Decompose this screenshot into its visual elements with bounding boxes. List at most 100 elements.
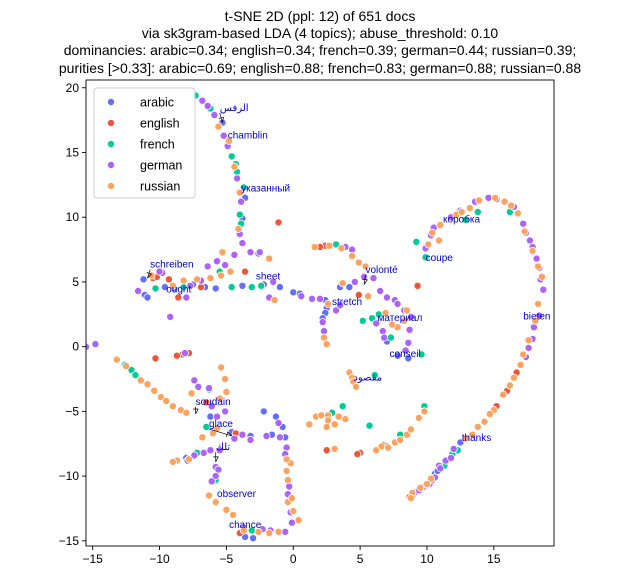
point-russian-9 bbox=[192, 275, 201, 284]
point-russian-57 bbox=[211, 497, 220, 506]
point-german-0 bbox=[198, 96, 207, 105]
annotation-arrowhead-17 bbox=[213, 456, 219, 463]
annotation-label: коробка bbox=[443, 213, 480, 225]
point-french-33 bbox=[417, 350, 426, 359]
point-french-24 bbox=[365, 421, 374, 430]
point-german-106 bbox=[529, 323, 538, 332]
title-line-3: dominancies: arabic=0.34; english=0.34; … bbox=[64, 42, 577, 58]
point-russian-89 bbox=[414, 413, 423, 422]
point-russian-32 bbox=[388, 320, 397, 329]
point-russian-118 bbox=[473, 422, 482, 431]
point-german-54 bbox=[207, 402, 216, 411]
point-german-79 bbox=[449, 444, 458, 453]
point-russian-40 bbox=[156, 393, 165, 402]
point-russian-107 bbox=[534, 299, 543, 308]
point-russian-104 bbox=[528, 246, 537, 255]
point-german-33 bbox=[369, 274, 378, 283]
point-arabic-18 bbox=[345, 283, 354, 292]
point-russian-53 bbox=[184, 455, 193, 464]
annotation-label: مقصود bbox=[353, 372, 382, 383]
point-russian-33 bbox=[381, 308, 390, 317]
y-tick-label: −5 bbox=[65, 404, 79, 418]
point-russian-123 bbox=[416, 483, 425, 492]
point-english-26 bbox=[413, 281, 422, 290]
point-german-5 bbox=[233, 174, 242, 183]
point-english-3 bbox=[174, 293, 183, 302]
annotation-arrowhead-0 bbox=[218, 116, 224, 123]
point-russian-88 bbox=[406, 425, 415, 434]
point-german-12 bbox=[221, 261, 230, 270]
point-russian-39 bbox=[150, 386, 159, 395]
point-german-46 bbox=[378, 327, 387, 336]
x-tick-label: −15 bbox=[83, 552, 104, 566]
point-russian-46 bbox=[217, 363, 226, 372]
legend-label-english: english bbox=[140, 117, 180, 131]
legend-marker-russian bbox=[107, 181, 116, 190]
point-german-68 bbox=[215, 446, 224, 455]
point-russian-94 bbox=[436, 220, 445, 229]
point-french-18 bbox=[202, 422, 211, 431]
point-german-35 bbox=[382, 293, 391, 302]
point-russian-8 bbox=[206, 274, 215, 283]
point-english-17 bbox=[353, 450, 362, 459]
point-russian-56 bbox=[204, 491, 213, 500]
point-german-47 bbox=[380, 333, 389, 342]
point-russian-106 bbox=[538, 272, 547, 281]
legend: arabic english french german russian bbox=[93, 87, 196, 199]
point-russian-80 bbox=[341, 415, 350, 424]
point-german-2 bbox=[210, 111, 219, 120]
point-russian-22 bbox=[322, 340, 331, 349]
point-french-5 bbox=[239, 183, 248, 192]
point-russian-90 bbox=[420, 407, 429, 416]
point-french-13 bbox=[151, 284, 160, 293]
point-german-61 bbox=[275, 433, 284, 442]
annotation-arrow-6 bbox=[147, 269, 151, 279]
point-german-110 bbox=[285, 482, 294, 491]
annotation-label: ought bbox=[166, 284, 191, 295]
point-russian-67 bbox=[287, 494, 296, 503]
point-german-50 bbox=[180, 349, 189, 358]
point-russian-24 bbox=[323, 299, 332, 308]
point-russian-76 bbox=[323, 416, 332, 425]
x-tick-label: 5 bbox=[357, 552, 364, 566]
point-german-60 bbox=[262, 431, 271, 440]
legend-label-russian: russian bbox=[140, 180, 180, 194]
point-arabic-11 bbox=[289, 288, 298, 297]
point-russian-69 bbox=[282, 466, 291, 475]
point-russian-116 bbox=[485, 409, 494, 418]
annotation-label: الرفس bbox=[220, 103, 249, 114]
point-russian-29 bbox=[402, 306, 411, 315]
point-german-10 bbox=[246, 248, 255, 257]
point-arabic-21 bbox=[404, 354, 413, 363]
point-german-101 bbox=[532, 254, 541, 263]
point-russian-34 bbox=[364, 292, 373, 301]
point-russian-79 bbox=[334, 412, 343, 421]
point-russian-64 bbox=[294, 516, 303, 525]
legend-label-french: french bbox=[140, 138, 175, 152]
y-tick-label: 20 bbox=[66, 81, 80, 95]
point-german-30 bbox=[336, 301, 345, 310]
point-russian-18 bbox=[348, 251, 357, 260]
y-tick-label: 5 bbox=[72, 275, 79, 289]
point-french-7 bbox=[235, 210, 244, 219]
point-arabic-2 bbox=[143, 293, 152, 302]
point-russian-105 bbox=[534, 262, 543, 271]
point-german-67 bbox=[206, 446, 215, 455]
point-russian-111 bbox=[516, 360, 525, 369]
point-german-22 bbox=[269, 277, 278, 286]
legend-marker-english bbox=[107, 119, 116, 128]
point-russian-117 bbox=[480, 417, 489, 426]
annotation-label: volonté bbox=[365, 265, 398, 276]
point-german-58 bbox=[238, 430, 247, 439]
point-german-29 bbox=[331, 306, 340, 315]
point-german-66 bbox=[199, 448, 208, 457]
point-russian-59 bbox=[229, 510, 238, 519]
annotation-label: chance bbox=[229, 520, 262, 531]
annotation-label: sheet bbox=[256, 271, 281, 282]
axes-frame bbox=[85, 79, 555, 547]
point-german-21 bbox=[134, 286, 143, 295]
point-german-104 bbox=[539, 285, 548, 294]
point-russian-77 bbox=[322, 422, 331, 431]
annotation-label: stretch bbox=[332, 297, 362, 308]
point-german-8 bbox=[238, 239, 247, 248]
